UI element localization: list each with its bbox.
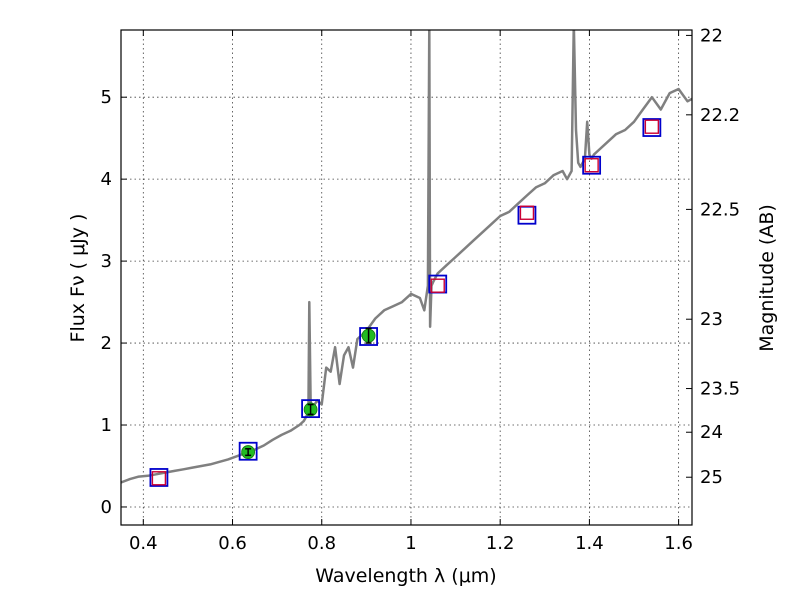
spectrum-line: [121, 30, 692, 484]
right-tick-label-2: 22.5: [700, 199, 740, 220]
obs-point-4: [430, 278, 445, 293]
axis-ticks: [121, 30, 692, 525]
y-tick-label-1: 1: [101, 415, 112, 436]
y-tick-label-2: 2: [101, 333, 112, 354]
obs-point-5: [519, 205, 535, 220]
y-tick-label-3: 3: [101, 251, 112, 272]
spectrum-series: [121, 30, 692, 484]
y-axis-label: Flux Fν ( μJy ): [67, 214, 89, 343]
model-point-6: [582, 155, 602, 175]
x-tick-label-0: 0.4: [129, 533, 158, 554]
obs-point-7: [644, 119, 660, 134]
tick-labels: 0.4 0.6 0.8 1 1.2 1.4 1.60123452222.222.52323.…: [101, 25, 741, 554]
x-tick-label-1: 0.6: [218, 533, 247, 554]
y-tick-label-0: 0: [101, 497, 112, 518]
y-tick-label-4: 4: [101, 169, 112, 190]
model-point-7: [642, 118, 662, 137]
observed-photometry-series: [151, 119, 660, 486]
x-tick-label-2: 0.8: [307, 533, 336, 554]
x-tick-label-5: 1.4: [575, 533, 604, 554]
model-point-1: [238, 441, 258, 461]
right-tick-label-0: 22: [700, 25, 723, 46]
right-axis-label: Magnitude (AB): [756, 204, 778, 352]
x-tick-label-3: 1: [405, 533, 416, 554]
grid: [121, 30, 692, 525]
right-tick-label-4: 23.5: [700, 379, 740, 400]
right-tick-label-6: 25: [700, 467, 723, 488]
right-tick-label-3: 23: [700, 309, 723, 330]
y-tick-label-5: 5: [101, 87, 112, 108]
x-tick-label-4: 1.2: [486, 533, 515, 554]
x-tick-label-6: 1.6: [664, 533, 693, 554]
plot-frame: [120, 29, 693, 526]
obs-point-0: [151, 471, 167, 486]
right-tick-label-1: 22.2: [700, 105, 740, 126]
model-photometry-series: [149, 118, 662, 487]
model-point-2: [301, 399, 320, 419]
right-tick-label-5: 24: [700, 422, 723, 443]
obs-point-6: [584, 158, 599, 173]
model-point-0: [149, 468, 169, 487]
x-axis-label: Wavelength λ (μm): [315, 565, 496, 587]
